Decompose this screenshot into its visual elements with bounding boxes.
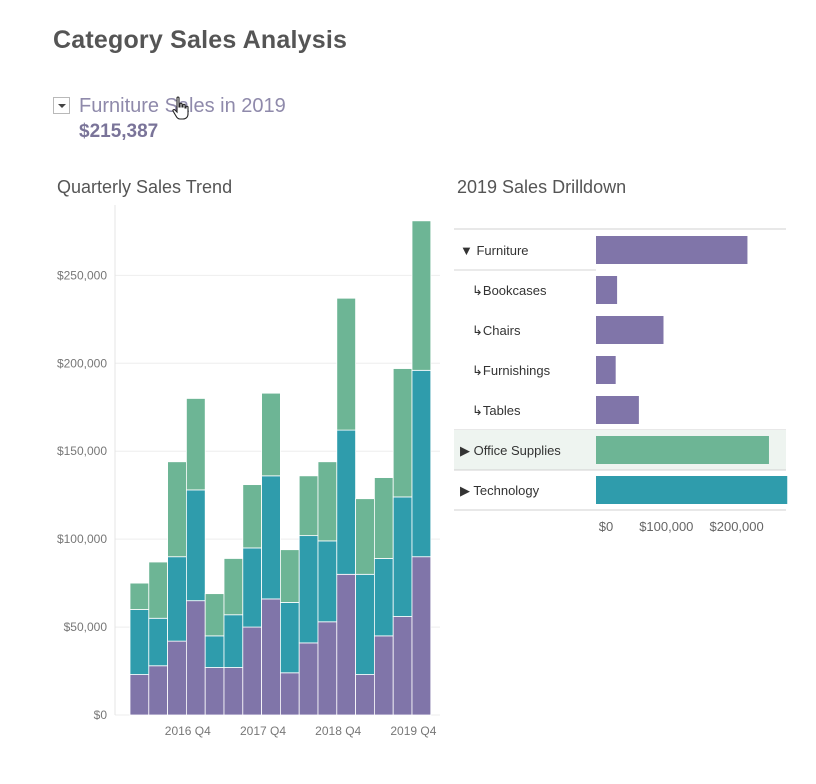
x-tick-label: 2019 Q4 xyxy=(390,724,436,738)
bar-segment xyxy=(204,635,225,668)
bar-segment xyxy=(355,674,375,716)
sales-drilldown-chart: ▼ Furniture ↳Bookcases ↳Chairs ↳Furnishings… xyxy=(454,228,788,534)
bar-segment xyxy=(242,626,263,716)
drilldown-row-label[interactable]: ↳Tables xyxy=(472,403,521,418)
bar-segment xyxy=(336,429,356,575)
bar-segment xyxy=(223,558,244,616)
bar-segment xyxy=(373,477,394,559)
bar-segment xyxy=(392,496,413,617)
y-tick-label: $0 xyxy=(94,708,108,722)
bar-segment xyxy=(185,398,206,491)
bar-segment xyxy=(129,582,150,610)
bar-segment xyxy=(298,535,319,644)
drilldown-row-label[interactable]: ▶ Technology xyxy=(460,483,540,498)
y-tick-label: $150,000 xyxy=(57,444,107,458)
bar-segment xyxy=(373,558,394,637)
drilldown-row-label[interactable]: ↳Furnishings xyxy=(472,363,551,378)
bar-segment xyxy=(261,392,281,477)
bar-segment xyxy=(242,484,263,549)
bar-segment xyxy=(261,598,281,716)
bar-segment xyxy=(298,642,319,716)
x-tick-label: $0 xyxy=(599,519,613,534)
drilldown-bar[interactable] xyxy=(596,276,618,304)
bar-segment xyxy=(223,614,244,668)
bar-segment xyxy=(167,461,187,558)
bar-segment xyxy=(204,667,225,716)
bar-segment xyxy=(279,549,300,603)
drilldown-bar[interactable] xyxy=(596,316,664,344)
bar-segment xyxy=(279,672,300,716)
bar-segment xyxy=(411,220,432,371)
x-tick-label: $200,000 xyxy=(710,519,764,534)
bar-segment xyxy=(242,547,263,628)
bar-segment xyxy=(298,475,319,537)
bar-segment xyxy=(148,665,169,716)
bar-segment xyxy=(336,573,356,716)
bar-segment xyxy=(223,667,244,716)
drilldown-title: 2019 Sales Drilldown xyxy=(457,177,627,197)
drilldown-bar[interactable] xyxy=(596,236,748,264)
bar-segment xyxy=(392,368,413,498)
bar-segment xyxy=(411,556,432,716)
x-tick-label: 2018 Q4 xyxy=(315,724,361,738)
drilldown-bar[interactable] xyxy=(596,396,639,424)
drilldown-bar[interactable] xyxy=(596,476,788,504)
drilldown-row-label[interactable]: ▶ Office Supplies xyxy=(460,443,561,458)
bar-segment xyxy=(185,600,206,716)
filter-dropdown-button[interactable] xyxy=(53,97,70,114)
y-tick-label: $200,000 xyxy=(57,356,107,370)
x-tick-label: 2016 Q4 xyxy=(165,724,211,738)
hand-cursor-icon xyxy=(172,96,189,120)
bar-segment xyxy=(204,593,225,637)
bar-segment xyxy=(167,640,187,716)
bar-segment xyxy=(129,609,150,675)
quarterly-sales-chart: $0 $50,000 $100,000 $150,000 $200,000 $250,00… xyxy=(57,205,440,738)
bar-segment xyxy=(185,489,206,602)
drilldown-bar[interactable] xyxy=(596,436,769,464)
y-tick-label: $250,000 xyxy=(57,268,107,282)
bar-segment xyxy=(336,297,356,431)
drilldown-row-label[interactable]: ▼ Furniture xyxy=(460,243,529,258)
bar-segment xyxy=(411,369,432,558)
drilldown-row-label[interactable]: ↳Bookcases xyxy=(472,283,547,298)
y-tick-label: $100,000 xyxy=(57,532,107,546)
chevron-down-icon xyxy=(58,104,66,108)
kpi-value: $215,387 xyxy=(79,121,159,142)
bar-segment xyxy=(148,617,169,667)
bar-segment xyxy=(317,621,338,716)
x-tick-label: $100,000 xyxy=(639,519,693,534)
bar-segment xyxy=(392,616,413,716)
page-title: Category Sales Analysis xyxy=(53,26,348,54)
bar-segment xyxy=(129,674,150,716)
drilldown-bar[interactable] xyxy=(596,356,616,384)
drilldown-row-label[interactable]: ↳Chairs xyxy=(472,323,521,338)
bar-segment xyxy=(355,573,375,675)
bar-segment xyxy=(373,635,394,716)
bar-segment xyxy=(261,475,281,600)
trend-chart-title: Quarterly Sales Trend xyxy=(57,177,233,197)
bar-segment xyxy=(279,602,300,674)
y-tick-label: $50,000 xyxy=(64,620,108,634)
bar-segment xyxy=(148,561,169,619)
bar-segment xyxy=(317,461,338,542)
bar-segment xyxy=(167,556,187,642)
bar-segment xyxy=(317,540,338,623)
x-tick-label: 2017 Q4 xyxy=(240,724,286,738)
bar-segment xyxy=(355,498,375,575)
